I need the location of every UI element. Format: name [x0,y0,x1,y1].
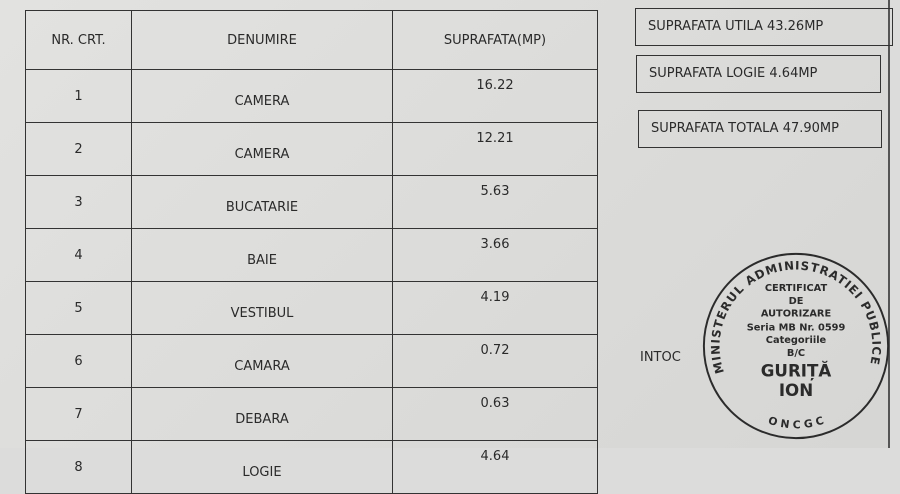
stamp-bottom-text: O N C G C [767,414,826,432]
svg-text:O N C G C: O N C G C [767,414,826,432]
summary-logie: SUPRAFATA LOGIE 4.64MP [636,55,881,93]
table-row: 4 BAIE 3.66 [25,228,598,282]
cell-denumire: DEBARA [131,387,393,441]
stamp-line: DE [789,296,804,307]
cell-denumire: CAMERA [131,122,393,176]
cell-suprafata: 12.21 [392,122,598,176]
cell-suprafata: 5.63 [392,175,598,229]
cell-denumire: BAIE [131,228,393,282]
cell-nr: 1 [25,69,132,123]
cell-denumire: LOGIE [131,440,393,494]
stamp-line: GURIȚĂ [761,361,832,380]
table-row: 2 CAMERA 12.21 [25,122,598,176]
cell-nr: 2 [25,122,132,176]
stamp-line: ION [779,381,813,400]
cell-suprafata: 16.22 [392,69,598,123]
cell-denumire: BUCATARIE [131,175,393,229]
stamp-line: AUTORIZARE [761,309,831,320]
cell-nr: 3 [25,175,132,229]
stamp-line: CERTIFICAT [765,283,828,294]
stamp-line: B/C [787,348,805,359]
table-row: 8 LOGIE 4.64 [25,440,598,494]
cell-nr: 5 [25,281,132,335]
cell-denumire: VESTIBUL [131,281,393,335]
official-stamp: MINISTERUL ADMINISTRATIEI PUBLICE O N C … [702,252,890,440]
cell-suprafata: 4.19 [392,281,598,335]
table-row: 6 CAMARA 0.72 [25,334,598,388]
header-suprafata: SUPRAFATA(MP) [392,10,598,70]
header-nr: NR. CRT. [25,10,132,70]
header-denumire: DENUMIRE [131,10,393,70]
table-row: 1 CAMERA 16.22 [25,69,598,123]
cell-nr: 7 [25,387,132,441]
cell-suprafata: 0.72 [392,334,598,388]
rooms-table: NR. CRT. DENUMIRE SUPRAFATA(MP) 1 CAMERA 1… [25,10,598,494]
stamp-line: Categoriile [766,335,827,346]
table-row: 5 VESTIBUL 4.19 [25,281,598,335]
cell-suprafata: 4.64 [392,440,598,494]
cell-denumire: CAMARA [131,334,393,388]
summary-totala: SUPRAFATA TOTALA 47.90MP [638,110,882,148]
table-row: 3 BUCATARIE 5.63 [25,175,598,229]
cell-nr: 4 [25,228,132,282]
cell-nr: 8 [25,440,132,494]
cell-denumire: CAMERA [131,69,393,123]
table-row: 7 DEBARA 0.63 [25,387,598,441]
stamp-line: Seria MB Nr. 0599 [747,322,846,333]
table-header-row: NR. CRT. DENUMIRE SUPRAFATA(MP) [25,10,598,70]
cell-nr: 6 [25,334,132,388]
summary-utila: SUPRAFATA UTILA 43.26MP [635,8,893,46]
cell-suprafata: 3.66 [392,228,598,282]
cell-suprafata: 0.63 [392,387,598,441]
intocmit-label: INTOC [640,350,681,365]
